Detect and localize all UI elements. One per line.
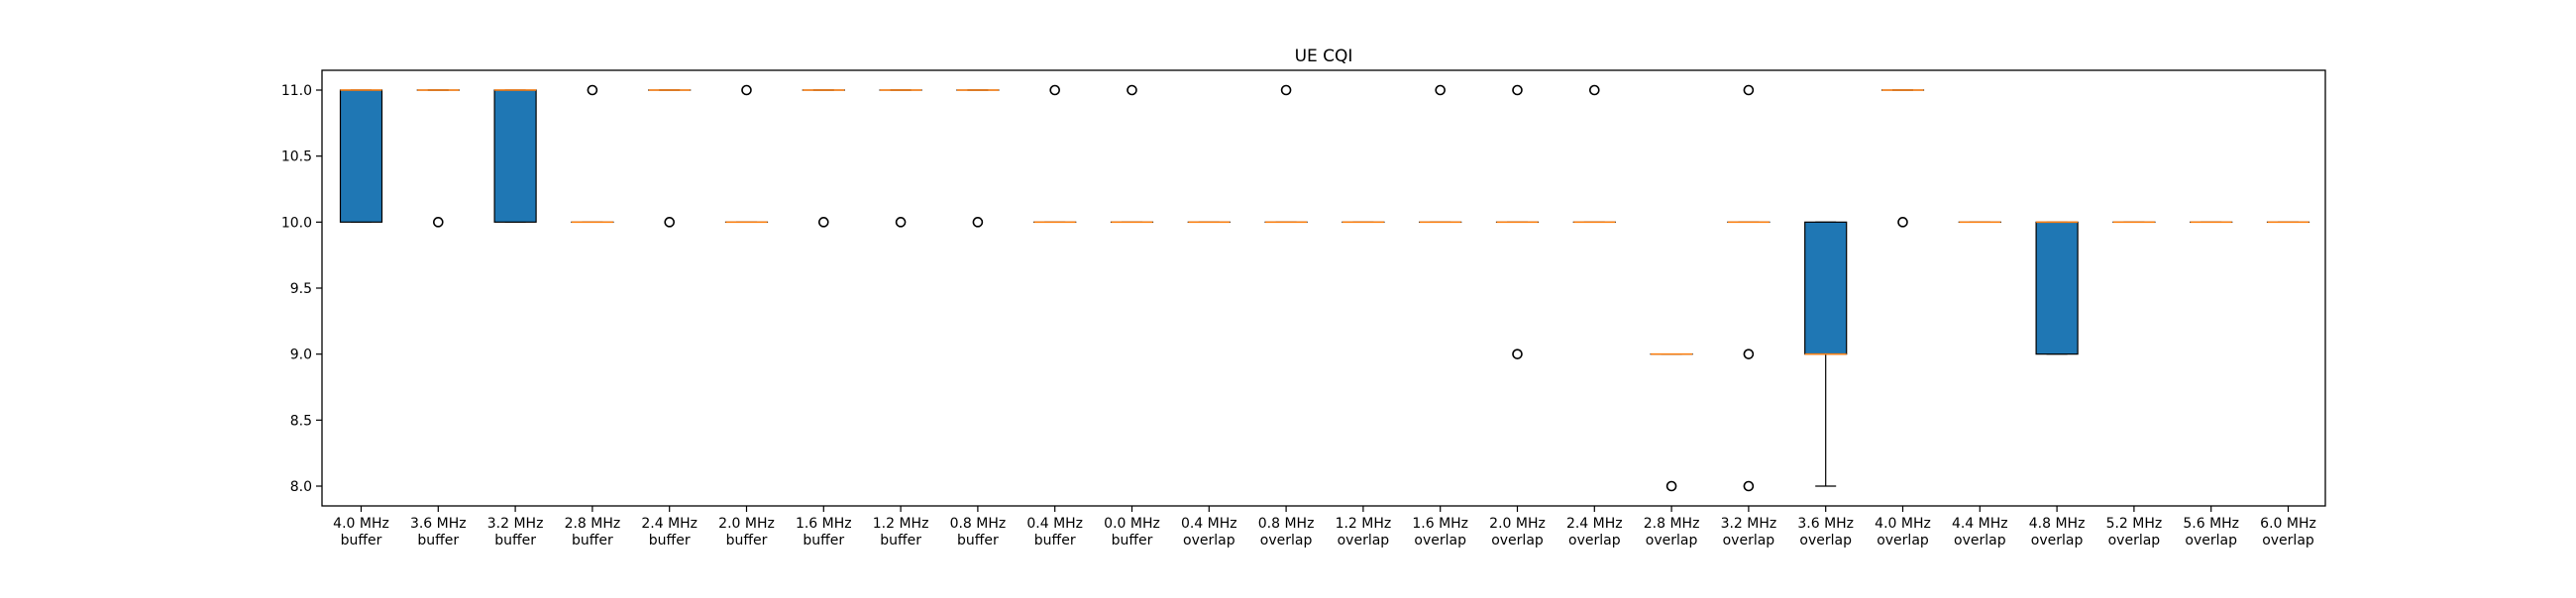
x-tick-label-sub: buffer xyxy=(803,533,844,548)
y-tick-label: 10.0 xyxy=(281,215,312,231)
x-tick-label-sub: overlap xyxy=(1568,533,1621,548)
x-tick-label-sub: overlap xyxy=(1183,533,1235,548)
x-tick-label: 2.8 MHz xyxy=(565,516,621,532)
x-tick-label: 1.6 MHz xyxy=(796,516,852,532)
x-tick-label: 2.8 MHz xyxy=(1644,516,1700,532)
x-tick-label: 2.0 MHz xyxy=(718,516,775,532)
x-tick-label-sub: overlap xyxy=(1338,533,1390,548)
x-tick-label: 4.0 MHz xyxy=(1875,516,1931,532)
box xyxy=(2036,222,2078,353)
x-tick-label: 3.6 MHz xyxy=(410,516,467,532)
x-tick-label-sub: overlap xyxy=(2108,533,2161,548)
x-tick-label-sub: buffer xyxy=(417,533,459,548)
x-tick-label: 0.0 MHz xyxy=(1104,516,1160,532)
x-tick-label-sub: overlap xyxy=(1877,533,1929,548)
x-tick-label: 3.6 MHz xyxy=(1797,516,1854,532)
x-tick-label-sub: overlap xyxy=(1723,533,1775,548)
box-group xyxy=(2036,222,2078,353)
x-tick-label-sub: overlap xyxy=(2185,533,2237,548)
x-tick-label-sub: buffer xyxy=(1034,533,1076,548)
box xyxy=(494,90,536,222)
x-tick-label-sub: overlap xyxy=(1954,533,2006,548)
y-tick-label: 9.0 xyxy=(290,348,312,363)
x-tick-label: 0.4 MHz xyxy=(1181,516,1237,532)
y-tick-label: 11.0 xyxy=(281,83,312,99)
x-tick-label: 2.4 MHz xyxy=(641,516,698,532)
x-tick-label-sub: buffer xyxy=(880,533,921,548)
y-tick-label: 9.5 xyxy=(290,281,312,297)
x-tick-label: 5.6 MHz xyxy=(2183,516,2239,532)
x-tick-label: 4.0 MHz xyxy=(333,516,389,532)
box xyxy=(341,90,382,222)
x-tick-label-sub: buffer xyxy=(341,533,382,548)
x-tick-label: 1.2 MHz xyxy=(1336,516,1392,532)
x-tick-label: 2.4 MHz xyxy=(1566,516,1623,532)
x-tick-label-sub: overlap xyxy=(1260,533,1313,548)
x-tick-label: 3.2 MHz xyxy=(487,516,544,532)
x-tick-label-sub: overlap xyxy=(2031,533,2084,548)
x-tick-label: 4.4 MHz xyxy=(1952,516,2008,532)
x-tick-label-sub: overlap xyxy=(1414,533,1466,548)
x-tick-label-sub: buffer xyxy=(649,533,691,548)
x-tick-label-sub: overlap xyxy=(1799,533,1852,548)
y-tick-label: 8.5 xyxy=(290,413,312,429)
x-tick-label: 1.6 MHz xyxy=(1412,516,1468,532)
x-tick-label-sub: buffer xyxy=(1112,533,1153,548)
x-tick-label: 0.8 MHz xyxy=(1258,516,1315,532)
box xyxy=(1805,222,1847,353)
box-group xyxy=(494,90,536,222)
y-tick-label: 8.0 xyxy=(290,479,312,495)
x-tick-label: 1.2 MHz xyxy=(873,516,929,532)
x-tick-label-sub: buffer xyxy=(726,533,768,548)
y-tick-label: 10.5 xyxy=(281,150,312,165)
x-tick-label-sub: buffer xyxy=(494,533,536,548)
box-group xyxy=(341,90,382,222)
chart-title: UE CQI xyxy=(1295,47,1353,66)
x-tick-label: 2.0 MHz xyxy=(1489,516,1546,532)
x-tick-label-sub: overlap xyxy=(2262,533,2314,548)
x-tick-label: 4.8 MHz xyxy=(2029,516,2086,532)
x-tick-label: 5.2 MHz xyxy=(2106,516,2163,532)
x-tick-label: 0.8 MHz xyxy=(950,516,1007,532)
x-tick-label: 3.2 MHz xyxy=(1721,516,1777,532)
x-tick-label: 0.4 MHz xyxy=(1026,516,1083,532)
x-tick-label-sub: overlap xyxy=(1646,533,1698,548)
x-tick-label-sub: overlap xyxy=(1491,533,1544,548)
x-tick-label-sub: buffer xyxy=(572,533,613,548)
x-tick-label: 6.0 MHz xyxy=(2260,516,2316,532)
x-tick-label-sub: buffer xyxy=(957,533,999,548)
